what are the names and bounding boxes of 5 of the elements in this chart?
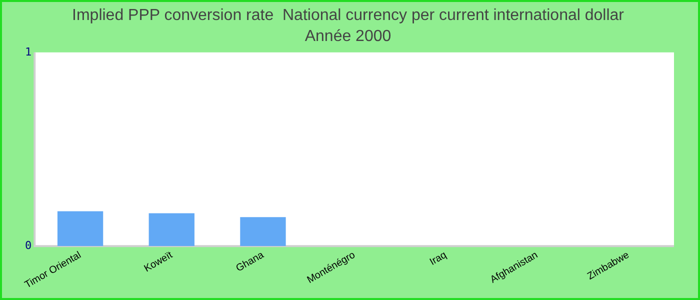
chart-title: Implied PPP conversion rate National currency per current international dollar — [72, 7, 625, 24]
y-tick-label: 0 — [25, 238, 32, 252]
y-tick-label: 1 — [25, 45, 32, 58]
chart-subtitle: Année 2000 — [304, 28, 392, 46]
x-tick-label: Iraq — [428, 250, 449, 268]
